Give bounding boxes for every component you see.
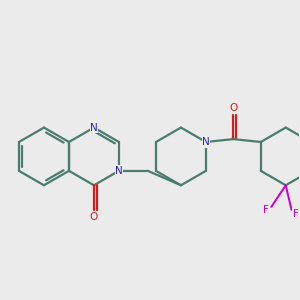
Text: F: F xyxy=(262,205,268,215)
Text: O: O xyxy=(229,103,238,112)
Text: N: N xyxy=(202,137,210,147)
Text: O: O xyxy=(90,212,98,222)
Text: F: F xyxy=(293,208,298,219)
Text: N: N xyxy=(90,123,98,133)
Text: N: N xyxy=(115,166,123,176)
